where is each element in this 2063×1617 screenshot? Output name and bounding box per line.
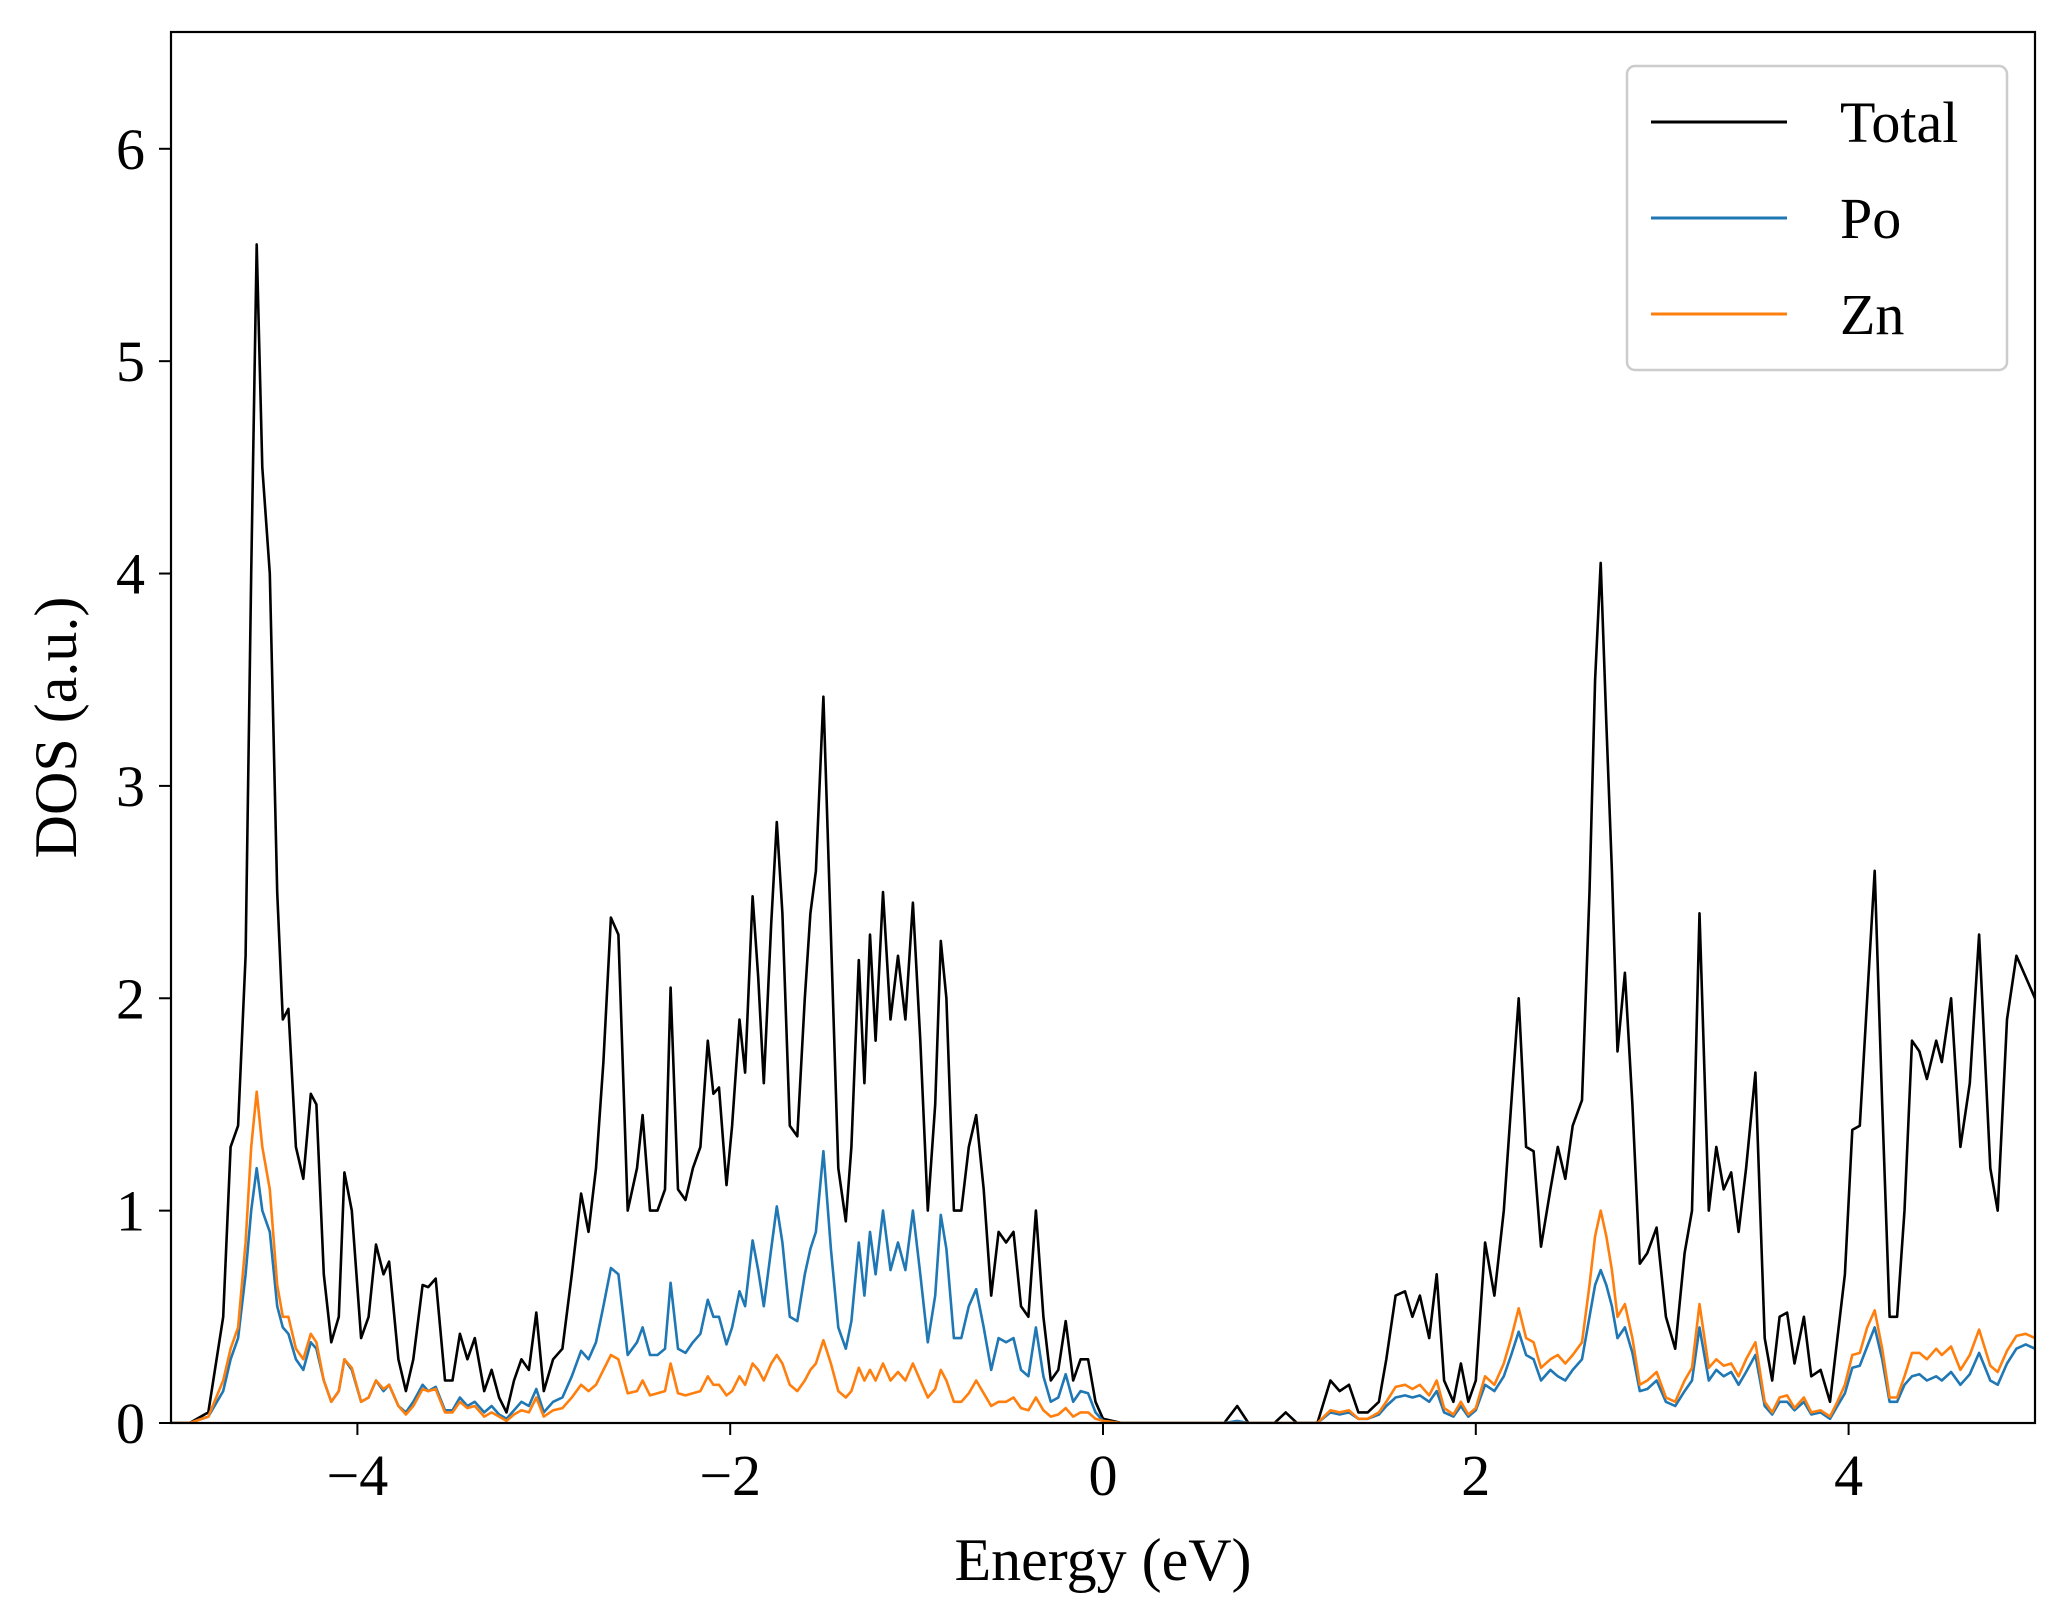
series-line-zn bbox=[171, 1090, 2035, 1423]
y-tick-label: 3 bbox=[116, 754, 145, 819]
y-tick-label: 5 bbox=[116, 329, 145, 394]
y-axis: 0 1 2 3 4 5 6 bbox=[116, 117, 171, 1456]
y-tick-label: 4 bbox=[116, 542, 145, 607]
legend-label-po: Po bbox=[1840, 186, 1901, 251]
series-line-total bbox=[171, 243, 2035, 1423]
x-axis: −4 −2 0 2 4 bbox=[327, 1423, 1863, 1508]
x-tick-label: 4 bbox=[1834, 1443, 1863, 1508]
x-tick-label: 2 bbox=[1461, 1443, 1490, 1508]
legend-box bbox=[1625, 64, 2009, 372]
x-tick-label: −2 bbox=[699, 1443, 761, 1508]
series-line-po bbox=[171, 1149, 2035, 1423]
y-tick-label: 0 bbox=[116, 1391, 145, 1456]
x-tick-label: 0 bbox=[1089, 1443, 1118, 1508]
y-tick-label: 6 bbox=[116, 117, 145, 182]
legend-label-total: Total bbox=[1840, 90, 1958, 155]
y-tick-label: 1 bbox=[116, 1179, 145, 1244]
y-tick-label: 2 bbox=[116, 966, 145, 1031]
x-axis-label: Energy (eV) bbox=[954, 1527, 1251, 1593]
legend-label-zn: Zn bbox=[1840, 282, 1904, 347]
x-tick-label: −4 bbox=[327, 1443, 389, 1508]
y-axis-label: DOS (a.u.) bbox=[23, 597, 89, 859]
series-layer bbox=[171, 243, 2035, 1423]
legend: Total Po Zn bbox=[1625, 64, 2009, 372]
